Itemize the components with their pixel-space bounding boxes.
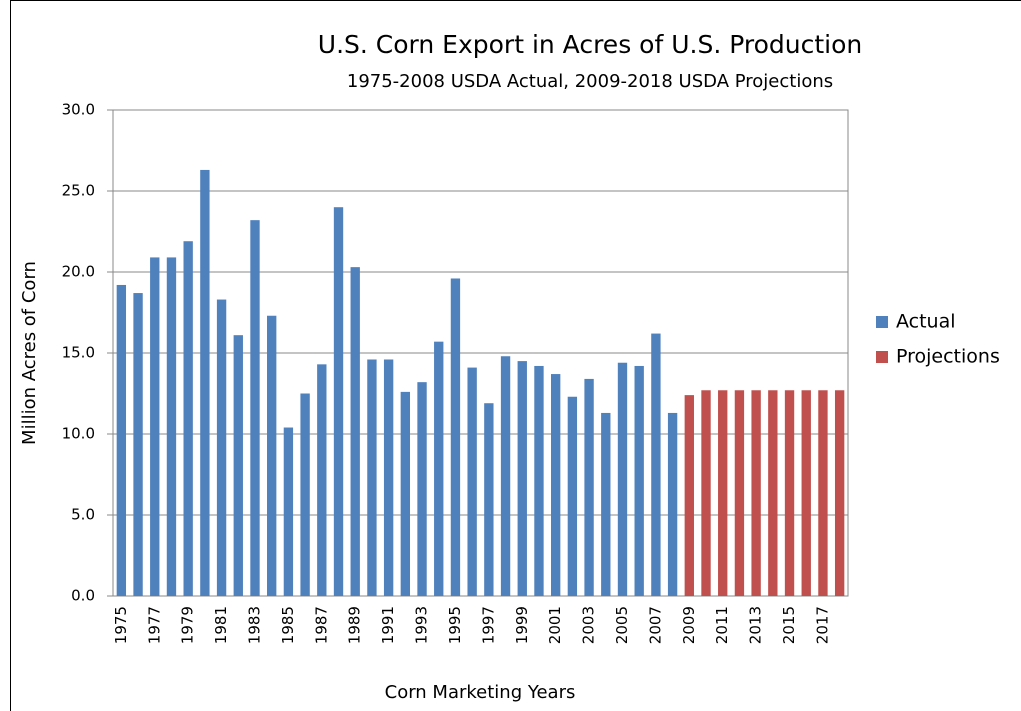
y-tick-label: 20.0 xyxy=(62,263,95,281)
y-tick-label: 15.0 xyxy=(62,344,95,362)
bar xyxy=(133,293,143,596)
x-tick-label: 1989 xyxy=(346,606,364,644)
bar xyxy=(434,341,444,596)
bar xyxy=(317,364,327,596)
bar xyxy=(784,390,795,596)
bar xyxy=(250,220,260,596)
bar xyxy=(567,396,578,596)
bar xyxy=(634,365,644,596)
bar xyxy=(400,391,411,596)
x-tick-label: 2007 xyxy=(646,606,664,644)
bar xyxy=(383,359,394,596)
bar xyxy=(350,267,360,596)
bar xyxy=(166,257,177,596)
bar xyxy=(768,390,778,596)
y-tick-label: 10.0 xyxy=(62,425,95,443)
bar xyxy=(617,362,628,596)
x-tick-label: 1985 xyxy=(279,606,297,644)
bar xyxy=(116,284,127,596)
bar xyxy=(667,412,678,596)
x-tick-label: 2015 xyxy=(780,606,798,644)
bar xyxy=(216,299,227,596)
bar xyxy=(818,390,828,596)
bar xyxy=(233,335,243,596)
bar xyxy=(300,393,310,596)
y-tick-label: 30.0 xyxy=(62,101,95,119)
x-tick-label: 2003 xyxy=(580,606,598,644)
bar xyxy=(751,390,761,596)
x-tick-label: 2005 xyxy=(613,606,631,644)
bar xyxy=(718,390,728,596)
legend-label: Projections xyxy=(896,346,1000,368)
bar xyxy=(484,403,494,596)
x-tick-label: 1991 xyxy=(379,606,397,644)
y-tick-label: 0.0 xyxy=(71,587,95,605)
chart-title: U.S. Corn Export in Acres of U.S. Produc… xyxy=(318,30,862,59)
legend-swatch xyxy=(876,351,888,363)
x-axis-title: Corn Marketing Years xyxy=(385,682,576,703)
bar xyxy=(500,356,511,596)
bar xyxy=(601,412,611,596)
bar xyxy=(701,390,711,596)
bar xyxy=(467,367,477,596)
y-axis-title: Million Acres of Corn xyxy=(19,261,40,445)
x-tick-label: 2001 xyxy=(546,606,564,644)
bar xyxy=(183,241,193,596)
x-tick-label: 1979 xyxy=(179,606,197,644)
x-tick-label: 2011 xyxy=(713,606,731,644)
x-tick-label: 1981 xyxy=(212,606,230,644)
legend-label: Actual xyxy=(896,311,956,333)
bar xyxy=(417,382,427,596)
x-tick-label: 1995 xyxy=(446,606,464,644)
chart-frame xyxy=(10,0,1021,711)
bar xyxy=(584,378,594,596)
bar xyxy=(283,427,294,596)
x-tick-label: 1993 xyxy=(413,606,431,644)
x-tick-label: 1997 xyxy=(479,606,497,644)
bar xyxy=(734,390,745,596)
bar xyxy=(834,390,845,596)
y-tick-label: 25.0 xyxy=(62,182,95,200)
legend-swatch xyxy=(876,316,888,328)
bar xyxy=(367,359,377,596)
bar xyxy=(267,315,277,596)
bar xyxy=(550,374,561,596)
bar xyxy=(200,169,210,596)
x-tick-label: 1975 xyxy=(112,606,130,644)
bar xyxy=(450,278,461,596)
bar xyxy=(333,207,344,596)
chart-subtitle: 1975-2008 USDA Actual, 2009-2018 USDA Pr… xyxy=(347,71,833,92)
x-tick-label: 1999 xyxy=(513,606,531,644)
x-tick-label: 1977 xyxy=(145,606,163,644)
x-tick-label: 1983 xyxy=(245,606,263,644)
x-tick-label: 1987 xyxy=(312,606,330,644)
x-tick-label: 2013 xyxy=(747,606,765,644)
bar xyxy=(684,395,694,596)
bar xyxy=(517,361,527,596)
bar xyxy=(801,390,811,596)
bar xyxy=(150,257,160,596)
bar xyxy=(534,365,544,596)
y-tick-label: 5.0 xyxy=(71,506,95,524)
x-tick-label: 2017 xyxy=(813,606,831,644)
bar xyxy=(651,333,661,596)
x-tick-label: 2009 xyxy=(680,606,698,644)
